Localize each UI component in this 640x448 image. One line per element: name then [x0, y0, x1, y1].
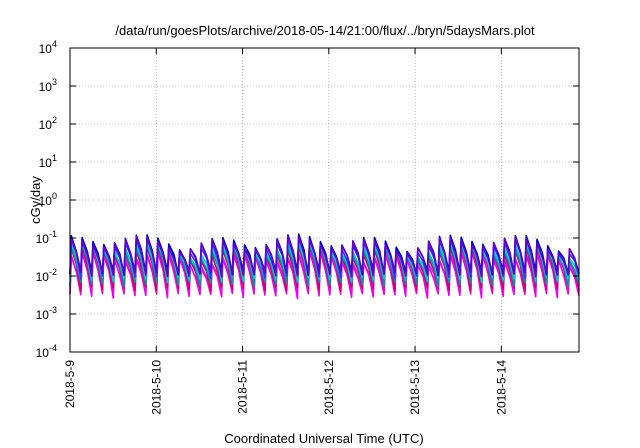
x-tick-label: 2018-5-9: [63, 360, 77, 408]
series-line: [69, 235, 580, 278]
y-tick-label: 103: [39, 77, 57, 94]
grid-lines: [70, 48, 579, 352]
y-axis: 10-4 10-3 10-2 10-1 100 101 102 103 104: [36, 39, 579, 360]
y-tick-label: 10-4: [36, 343, 57, 360]
x-tick-label: 2018-5-14: [494, 360, 508, 415]
series-group: [69, 233, 580, 300]
x-tick-label: 2018-5-11: [236, 360, 250, 414]
y-tick-label: 104: [39, 39, 57, 56]
x-axis: 2018-5-9 2018-5-10 2018-5-11 2018-5-12 2018-…: [63, 48, 508, 415]
y-tick-label: 10-2: [36, 267, 57, 284]
x-tick-label: 2018-5-13: [408, 360, 422, 415]
x-tick-label: 2018-5-10: [149, 360, 163, 415]
y-tick-label: 101: [39, 153, 57, 170]
x-axis-label: Coordinated Universal Time (UTC): [224, 431, 423, 446]
y-tick-label: 102: [39, 115, 57, 132]
y-tick-label: 10-3: [36, 305, 57, 322]
y-tick-label: 10-1: [36, 229, 57, 246]
chart-title: /data/run/goesPlots/archive/2018-05-14/2…: [115, 23, 535, 38]
y-tick-label: 100: [39, 191, 57, 208]
x-tick-label: 2018-5-12: [322, 360, 336, 415]
y-axis-label: cGy/day: [28, 176, 43, 224]
